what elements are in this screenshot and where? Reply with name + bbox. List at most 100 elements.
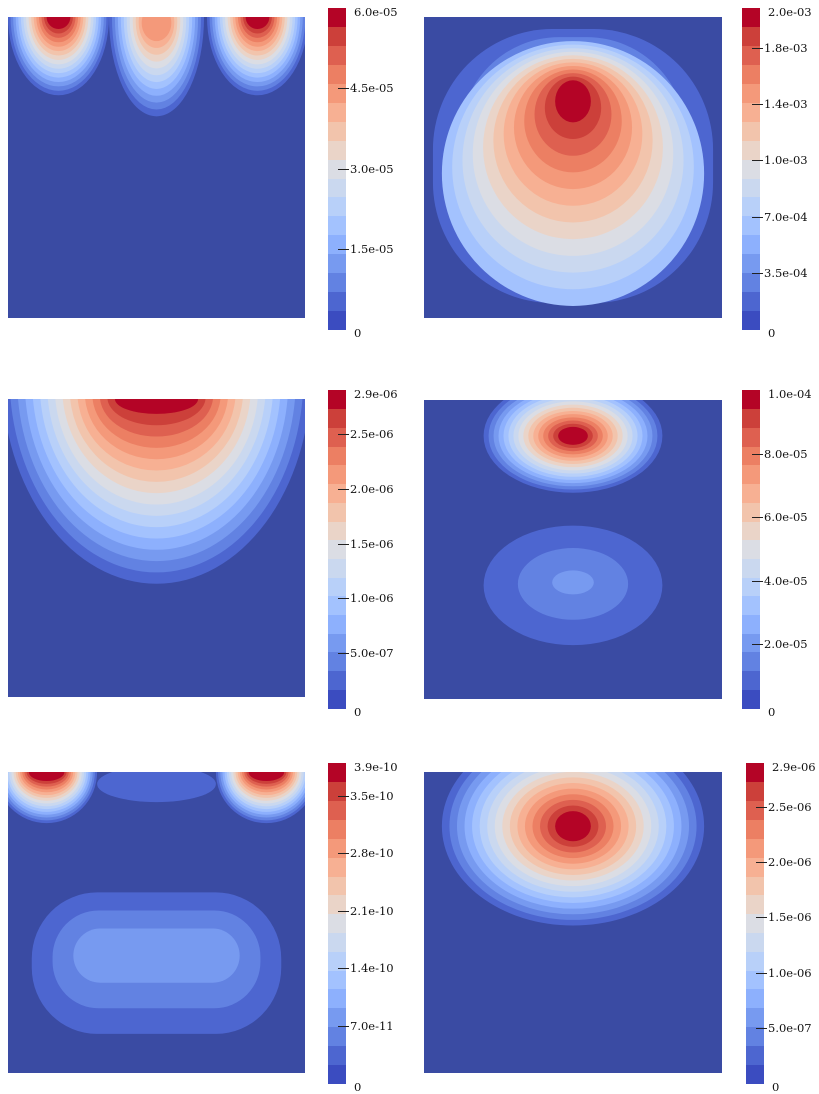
colorbar-segment [746,988,764,1009]
colorbar-segment [328,64,346,85]
colorbar-segment [742,614,760,634]
colorbar-tick-label: 2.1e-10 [350,903,394,918]
colorbar-tick [338,853,349,855]
colorbar-segment [742,121,760,141]
colorbar-tick [338,433,349,435]
colorbar-tick-label: 2.0e-05 [764,637,808,652]
colorbar-tick-label: 0 [768,326,776,340]
contour-plot-5 [8,772,305,1073]
colorbar-tick-label: 1.4e-03 [764,97,808,112]
colorbar-tick-label: 1.5e-06 [768,910,812,925]
colorbar-segment [742,253,760,273]
colorbar-tick [752,216,763,218]
colorbar-tick [338,795,349,797]
colorbar-segment [742,689,760,709]
colorbar-segment [742,45,760,66]
colorbar-segment [328,272,346,292]
colorbar-tick [338,1025,349,1027]
colorbar-segment [742,234,760,255]
contour-level [46,17,71,30]
contour-level [97,772,216,803]
colorbar-tick [752,160,763,162]
colorbar-segment [742,159,760,179]
colorbar-segment [328,390,346,410]
contour-level [558,426,588,445]
colorbar-segment [746,838,764,858]
colorbar-segment [328,140,346,160]
colorbar-tick-label: 2.9e-06 [772,760,816,774]
colorbar-segment [328,483,346,503]
colorbar-segment [328,26,346,47]
colorbar-segment [742,558,760,578]
colorbar-segment [328,932,346,952]
colorbar-segment [746,800,764,821]
colorbar-segment [746,857,764,877]
colorbar-tick-label: 2.9e-06 [354,387,398,401]
contour-level [28,772,65,782]
colorbar-tick [752,48,763,50]
contour-svg [424,17,722,318]
colorbar-segment [742,651,760,672]
colorbar-segment [746,1026,764,1046]
colorbar-tick [338,168,349,170]
colorbar-segment [328,633,346,653]
colorbar-tick [756,917,767,919]
colorbar-segment [328,1064,346,1084]
colorbar-segment [328,310,346,330]
colorbar-tick [752,517,763,519]
colorbar-segment [742,102,760,122]
colorbar-tick [338,910,349,912]
colorbar-tick-label: 1.0e-06 [768,965,812,980]
colorbar-tick [756,807,767,809]
colorbar-tick-label: 3.9e-10 [354,760,398,774]
colorbar-segment [328,291,346,311]
contour-svg [424,400,722,699]
colorbar-segment [742,408,760,428]
colorbar-segment [328,819,346,839]
colorbar-tick [752,104,763,106]
colorbar-segment [328,913,346,933]
colorbar-tick [338,543,349,545]
colorbar-segment [742,633,760,653]
colorbar-segment [328,970,346,990]
colorbar-tick-label: 1.5e-06 [350,536,394,551]
colorbar-segment [742,26,760,47]
colorbar-tick-label: 4.5e-05 [350,81,394,96]
contour-level [73,928,240,983]
colorbar-segment [742,390,760,410]
colorbar-tick [756,972,767,974]
colorbar-tick-label: 5.0e-07 [350,646,394,661]
contour-svg [8,17,305,318]
colorbar-segment [742,8,760,28]
colorbar-segment [328,558,346,578]
colorbar-segment [742,140,760,160]
colorbar-segment [742,83,760,103]
colorbar-segment [746,1064,764,1084]
colorbar-segment [328,215,346,236]
colorbar-tick-label: 0 [772,1080,780,1094]
colorbar-segment [328,83,346,103]
colorbar-segment [328,253,346,273]
colorbar-segment [328,988,346,1009]
contour-level [552,570,594,595]
colorbar-tick-label: 5.0e-07 [768,1020,812,1035]
colorbar-segment [328,159,346,179]
colorbar-segment [742,539,760,559]
contour-level [248,772,285,782]
colorbar-segment [742,177,760,198]
contour-level [141,17,172,42]
colorbar-segment [328,800,346,821]
colorbar-segment [328,1007,346,1028]
colorbar-tick-label: 1.0e-03 [764,153,808,168]
colorbar-3: 2.9e-06 2.5e-06 2.0e-06 1.5e-06 1.0e-06 5.0e-… [328,388,398,718]
contour-level [555,811,591,842]
colorbar-tick [756,862,767,864]
colorbar-segment [328,408,346,428]
colorbar-segment [742,502,760,522]
colorbar-tick-label: 1.4e-10 [350,961,394,976]
colorbar-segment [742,483,760,503]
colorbar-segment [328,781,346,802]
colorbar-tick-label: 0 [768,705,776,719]
colorbar-segment [746,951,764,971]
colorbar-segment [328,595,346,616]
